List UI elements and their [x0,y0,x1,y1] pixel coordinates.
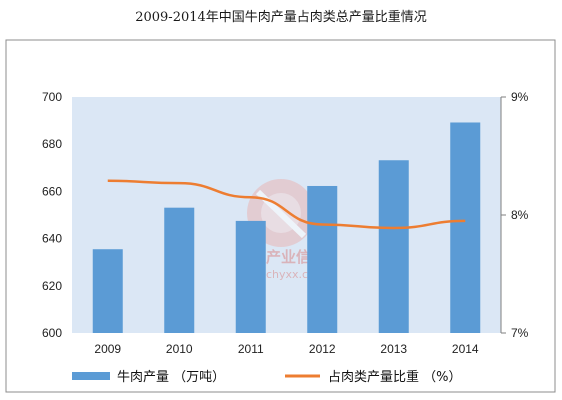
legend-bar-label: 牛肉产量 （万吨） [117,370,225,385]
bar-2014 [450,122,481,333]
line-series [107,179,466,230]
left-tick-label: 680 [42,137,62,151]
x-tick-label: 2014 [452,342,479,356]
bar-2010 [164,207,195,333]
x-tick-label: 2011 [238,342,264,356]
right-tick-label: 7% [511,326,529,340]
right-tick-label: 8% [511,208,529,222]
right-tick-label: 9% [511,90,529,104]
x-axis: 2009 2010 2011 2012 2013 2014 [94,342,479,356]
x-tick-label: 2009 [94,342,121,356]
bar-2009 [92,249,123,333]
x-tick-label: 2012 [309,342,336,356]
left-tick-label: 660 [42,184,62,198]
line-share [107,179,466,230]
bar-2012 [307,185,338,333]
left-tick-label: 640 [42,232,62,246]
bar-2013 [378,160,409,333]
x-tick-label: 2013 [380,342,407,356]
left-axis: 600 620 640 660 680 700 [42,90,62,340]
legend-bar-swatch [72,372,110,380]
left-tick-label: 600 [42,326,62,340]
bar-series [92,122,481,333]
left-tick-label: 700 [42,90,62,104]
bar-2011 [235,220,266,333]
legend-line-label: 占肉类产量比重 （%） [328,369,462,385]
right-axis: 7% 8% 9% [501,90,529,340]
x-tick-label: 2010 [166,342,193,356]
chart-title: 2009-2014年中国牛肉产量占肉类总产量比重情况 [135,10,427,25]
left-tick-label: 620 [42,279,62,293]
legend: 牛肉产量 （万吨） 占肉类产量比重 （%） [72,369,462,385]
